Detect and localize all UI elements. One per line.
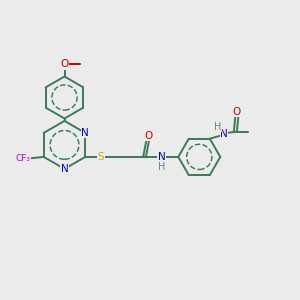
Text: H: H bbox=[158, 161, 166, 172]
Text: S: S bbox=[98, 152, 104, 162]
Text: N: N bbox=[220, 129, 228, 139]
Text: N: N bbox=[61, 164, 68, 174]
Text: H: H bbox=[214, 122, 222, 132]
Text: O: O bbox=[145, 131, 153, 141]
Text: N: N bbox=[81, 128, 89, 138]
Text: O: O bbox=[233, 107, 241, 117]
Text: O: O bbox=[60, 59, 69, 70]
Text: N: N bbox=[158, 152, 166, 162]
Text: CF₃: CF₃ bbox=[15, 154, 30, 163]
